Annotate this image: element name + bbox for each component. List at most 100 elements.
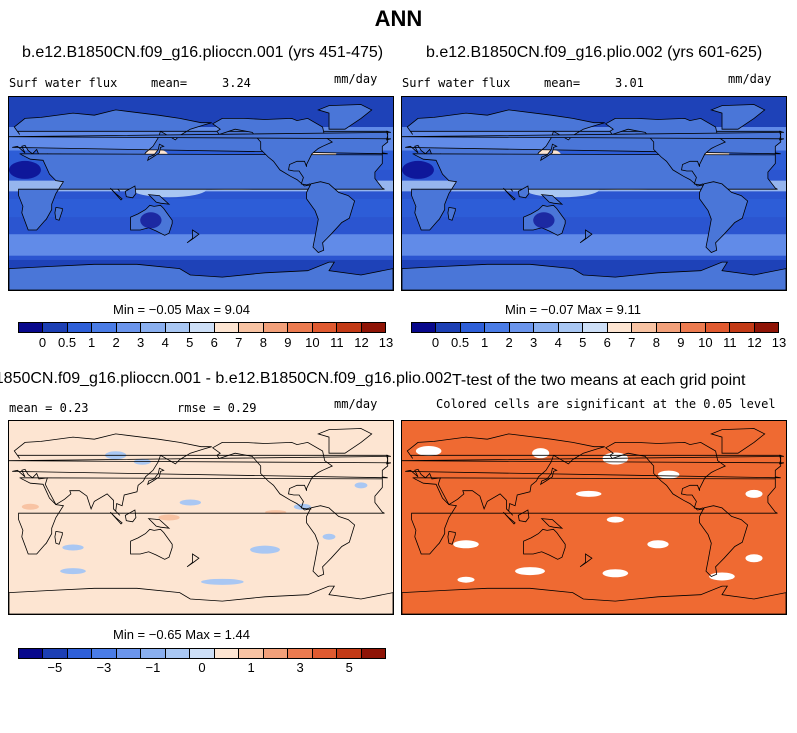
panel3-title: b.e12.B1850CN.f09_g16.plioccn.001 - b.e1… [0, 370, 452, 387]
colorbar-tick-label: −5 [47, 660, 63, 675]
panel3-map [8, 420, 394, 615]
panel2-map [401, 96, 787, 291]
sahara-dry [402, 160, 434, 179]
diff-positive-patch [158, 514, 180, 521]
diff-negative-patch [60, 568, 86, 575]
diff-positive-patch [21, 503, 39, 510]
colorbar-swatch [214, 323, 240, 332]
panel1-min-max: Min = −0.05 Max = 9.04 [113, 302, 250, 317]
panel1-map [8, 96, 394, 291]
colorbar-swatch [19, 323, 44, 332]
colorbar-tick-label: 3 [137, 335, 145, 350]
coast-indonesia1 [110, 511, 123, 525]
colorbar-tick-label: 3 [530, 335, 538, 350]
coast-japan [540, 467, 558, 486]
coast-north_america [211, 441, 334, 511]
storm-track-south [402, 234, 786, 256]
colorbar-swatch [436, 323, 461, 332]
colorbar-tick-label: 10 [305, 335, 320, 350]
coast-antarctica [402, 585, 786, 614]
nonsignificant-patch [457, 576, 475, 583]
colorbar-tick-label: 0 [431, 335, 440, 350]
coast-south_america [699, 505, 749, 577]
colorbar-tick-label: 5 [345, 660, 353, 675]
panel3-rmse: rmse = 0.29 [177, 401, 257, 415]
land-uk [9, 130, 391, 141]
colorbar-swatch [361, 323, 386, 332]
panel3-colorbar-ticks: −5 −3 −1 0 1 3 5 [18, 660, 386, 676]
colorbar-swatch [312, 649, 338, 658]
colorbar-swatch [116, 649, 142, 658]
coast-indonesia2 [517, 509, 530, 523]
colorbar-swatch [534, 323, 559, 332]
nonsignificant-patch [745, 489, 763, 498]
panel2-variable: Surf water flux [402, 76, 511, 90]
land-uk [402, 130, 784, 141]
colorbar-tick-label: 10 [698, 335, 713, 350]
colorbar-swatch [632, 323, 657, 332]
colorbar-swatch [92, 649, 117, 658]
colorbar-swatch [67, 323, 93, 332]
colorbar-swatch [165, 323, 191, 332]
coast-uk [402, 454, 784, 465]
diff-negative-patch [354, 482, 368, 489]
colorbar-tick-label: 0.5 [58, 335, 77, 350]
land-south_america [699, 181, 749, 253]
colorbar-swatch [288, 649, 313, 658]
diff-negative-patch [201, 578, 244, 585]
colorbar-swatch [263, 649, 289, 658]
nonsignificant-patch [515, 567, 545, 576]
main-title: ANN [374, 6, 423, 31]
colorbar-swatch [43, 649, 68, 658]
colorbar-swatch [681, 323, 706, 332]
colorbar-swatch [92, 323, 117, 332]
land-indonesia1 [110, 187, 123, 201]
colorbar-tick-label: 3 [296, 660, 304, 675]
colorbar-tick-label: 1 [87, 335, 96, 350]
colorbar-tick-label: 13 [771, 335, 787, 350]
land-newguinea [147, 194, 171, 205]
panel2-mean-value: 3.01 [615, 76, 644, 90]
colorbar-swatch [165, 649, 191, 658]
colorbar-swatch [19, 649, 44, 658]
diff-negative-patch [179, 499, 201, 506]
colorbar-tick-label: 1 [247, 660, 255, 675]
colorbar-tick-label: 7 [235, 335, 243, 350]
diff-negative-patch [322, 533, 336, 540]
land-japan [540, 143, 558, 162]
land-antarctica [402, 261, 786, 290]
coast-newguinea [147, 518, 171, 529]
coast-nz [579, 553, 593, 568]
coast-indonesia2 [124, 509, 137, 523]
colorbar-swatch [214, 649, 240, 658]
colorbar-tick-label: 2 [505, 335, 513, 350]
colorbar-tick-label: 2 [112, 335, 120, 350]
colorbar-tick-label: 7 [628, 335, 636, 350]
nonsignificant-patch [532, 448, 550, 459]
colorbar-tick-label: 6 [603, 335, 611, 350]
colorbar-swatch [239, 323, 264, 332]
land-nz [186, 229, 200, 244]
panel2-units: mm/day [728, 72, 772, 86]
panel4-title: T-test of the two means at each grid poi… [452, 372, 746, 389]
nonsignificant-patch [709, 572, 735, 581]
coast-uk [9, 454, 391, 465]
colorbar-tick-label: 1 [480, 335, 489, 350]
colorbar-tick-label: 9 [284, 335, 292, 350]
panel1-colorbar [18, 322, 386, 333]
australia-dry [140, 212, 162, 229]
colorbar-swatch [263, 323, 289, 332]
colorbar-tick-label: 8 [259, 335, 267, 350]
nonsignificant-patch [602, 569, 629, 578]
colorbar-swatch [337, 649, 362, 658]
panel4-subtitle: Colored cells are significant at the 0.0… [436, 397, 776, 411]
land-indonesia2 [124, 185, 137, 199]
nonsignificant-patch [606, 516, 624, 523]
colorbar-swatch [190, 323, 215, 332]
coast-eurasia [12, 433, 389, 516]
coast-antarctica [9, 585, 393, 614]
colorbar-swatch [141, 323, 166, 332]
panel2-colorbar-ticks: 0 0.5 1 2 3 4 5 6 7 8 9 10 11 12 13 [411, 335, 786, 351]
colorbar-swatch [239, 649, 264, 658]
coast-eurasia [405, 433, 782, 516]
